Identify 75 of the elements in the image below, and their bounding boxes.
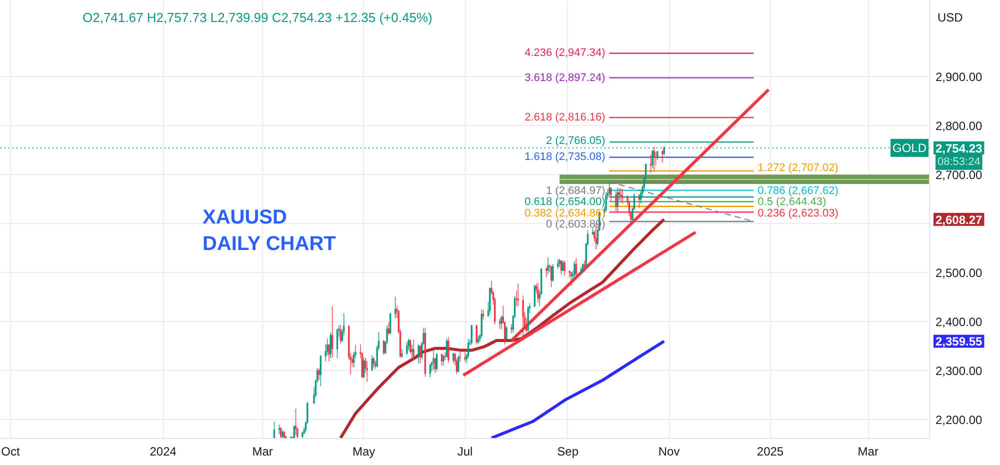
annotation: 4.236 (2,947.34) bbox=[524, 47, 606, 60]
ref-line-label: GOLD bbox=[892, 140, 927, 155]
x-tick-label: Mar bbox=[858, 444, 878, 458]
candlestick bbox=[406, 342, 408, 355]
candlestick bbox=[537, 282, 539, 304]
candlestick bbox=[564, 260, 566, 276]
candlestick bbox=[302, 431, 304, 438]
candlestick bbox=[522, 295, 524, 340]
y-tick-label: 2,608.27 bbox=[936, 212, 983, 227]
candlestick bbox=[622, 188, 624, 204]
annotation: 0.5 (2,644.43) bbox=[758, 196, 826, 208]
y-tick-label: 2,800.00 bbox=[936, 118, 983, 133]
x-tick-label: May bbox=[352, 444, 376, 458]
candlestick bbox=[510, 324, 512, 334]
candlestick bbox=[652, 150, 654, 169]
annotation: 1.618 (2,735.08) bbox=[524, 151, 606, 164]
text: XAUUSD DAILY CHART bbox=[202, 206, 336, 255]
candlestick bbox=[620, 188, 622, 203]
y-tick-label: 2,359.55 bbox=[936, 334, 983, 349]
annotation: 0.236 (2,623.03) bbox=[758, 208, 838, 220]
candlestick bbox=[605, 192, 607, 212]
candlestick bbox=[318, 368, 320, 381]
y-tick-label: 2,400.00 bbox=[936, 314, 983, 329]
annotation: 2 (2,766.05) bbox=[546, 135, 606, 148]
annotation: 1 (2,684.97) bbox=[546, 184, 606, 197]
candlestick bbox=[547, 256, 549, 275]
candlestick bbox=[584, 260, 586, 273]
candlestick bbox=[517, 283, 519, 307]
candlestick bbox=[656, 150, 658, 160]
y-tick-label: 2,500.00 bbox=[936, 266, 983, 280]
x-tick-label: Nov bbox=[658, 444, 680, 458]
candlestick bbox=[610, 186, 612, 202]
annotation: 0.786 (2,667.62) bbox=[758, 184, 838, 197]
y-tick-label: 2,900.00 bbox=[936, 70, 983, 84]
candlestick bbox=[412, 339, 414, 361]
candlestick bbox=[432, 349, 434, 370]
annotation: 1.272 (2,707.02) bbox=[758, 162, 838, 174]
annotation: 0.618 (2,654.00) bbox=[524, 196, 606, 208]
candlestick bbox=[480, 309, 482, 338]
candlestick bbox=[574, 260, 576, 278]
candlestick bbox=[557, 258, 559, 270]
x-tick-label: Oct bbox=[1, 444, 20, 458]
y-tick-label: 2,300.00 bbox=[936, 364, 983, 378]
candlestick bbox=[448, 336, 450, 363]
candlestick bbox=[340, 324, 342, 344]
annotation: 3.618 (2,897.24) bbox=[524, 72, 606, 84]
candlestick bbox=[418, 344, 420, 364]
candlestick bbox=[500, 315, 502, 330]
candlestick bbox=[558, 258, 560, 268]
annotation: 2.618 (2,816.16) bbox=[524, 112, 606, 124]
candlestick bbox=[595, 223, 597, 250]
candlestick bbox=[411, 344, 413, 358]
candlestick bbox=[464, 352, 466, 362]
y-tick-label: 2,754.23 bbox=[936, 141, 983, 156]
line-series bbox=[339, 218, 666, 438]
candlestick bbox=[506, 326, 508, 340]
x-tick-label: Jul bbox=[457, 444, 473, 458]
x-tick-label: 2024 bbox=[150, 444, 177, 458]
x-tick-label: Sep bbox=[557, 444, 579, 458]
candlestick bbox=[552, 264, 554, 282]
text: USD bbox=[938, 10, 964, 24]
candlestick bbox=[401, 348, 403, 358]
candlestick bbox=[459, 350, 461, 362]
y-tick-label: 2,700.00 bbox=[936, 168, 983, 182]
candlestick bbox=[527, 306, 529, 332]
candlestick bbox=[408, 338, 410, 351]
x-tick-label: Mar bbox=[252, 444, 273, 458]
candlestick bbox=[662, 150, 664, 164]
annotation: O2,741.67 H2,757.73 L2,739.99 C2,754.23 +12.35 (+0.45%) bbox=[82, 10, 432, 25]
line-series bbox=[490, 340, 666, 438]
y-tick-label: 2,200.00 bbox=[936, 412, 983, 427]
x-tick-label: 2025 bbox=[756, 444, 784, 458]
text: 08:53:24 bbox=[938, 156, 980, 168]
candlestick bbox=[374, 360, 376, 370]
candlestick bbox=[282, 430, 284, 438]
